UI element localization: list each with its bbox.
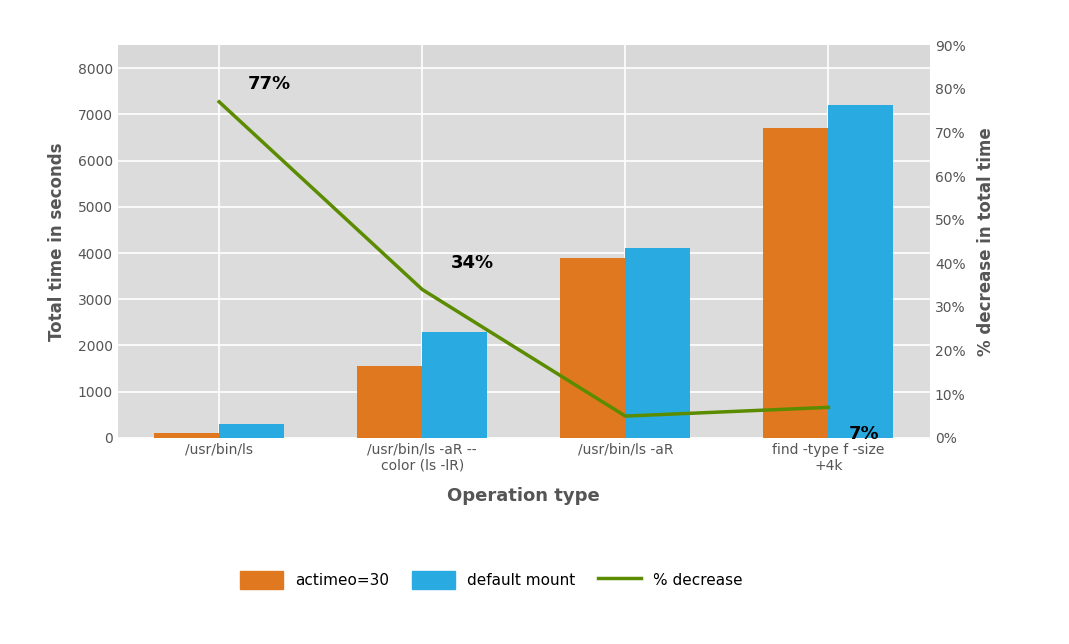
- Text: 34%: 34%: [451, 254, 494, 272]
- Bar: [422, 332, 487, 438]
- Legend: actimeo=30, default mount, % decrease: actimeo=30, default mount, % decrease: [234, 564, 748, 595]
- X-axis label: Operation type: Operation type: [448, 487, 600, 505]
- Bar: [118, 299, 930, 345]
- Bar: [219, 424, 284, 438]
- Bar: [118, 345, 930, 392]
- Bar: [357, 366, 422, 438]
- Bar: [560, 258, 625, 438]
- Bar: [118, 68, 930, 115]
- Bar: [118, 392, 930, 438]
- Bar: [763, 128, 828, 438]
- Bar: [118, 207, 930, 253]
- Text: 77%: 77%: [248, 75, 291, 93]
- Bar: [625, 249, 691, 438]
- Bar: [118, 115, 930, 160]
- Text: 7%: 7%: [849, 425, 880, 443]
- Bar: [118, 253, 930, 299]
- Y-axis label: % decrease in total time: % decrease in total time: [977, 127, 995, 356]
- Y-axis label: Total time in seconds: Total time in seconds: [48, 142, 66, 341]
- Bar: [154, 433, 219, 438]
- Bar: [118, 160, 930, 207]
- Bar: [828, 105, 894, 438]
